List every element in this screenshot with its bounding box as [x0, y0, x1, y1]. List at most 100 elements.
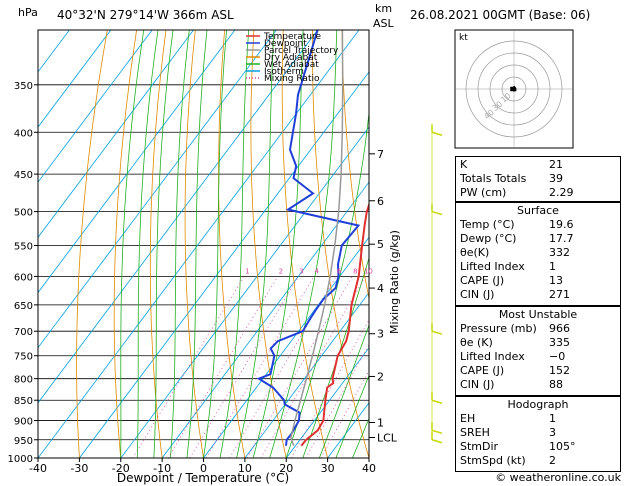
wet-adiabat-line	[318, 323, 369, 458]
most-unstable-title: Most Unstable	[498, 308, 578, 321]
isotherm-line	[244, 291, 369, 458]
surface-key: θe(K)	[460, 246, 490, 259]
index-value: 39	[549, 172, 563, 185]
hodo-value: 1	[549, 412, 556, 425]
pressure-tick-label: 450	[14, 170, 33, 181]
axes: 1000950900850800750700650600550500450400…	[8, 81, 376, 475]
index-value: 2.29	[549, 186, 574, 199]
wind-barb	[431, 124, 443, 136]
wet-adiabat-line	[136, 30, 159, 458]
legend-label: Isotherm	[264, 67, 304, 77]
isotherm-line	[38, 30, 70, 73]
temperature-tick-label: -20	[112, 462, 130, 475]
dewpoint-line	[256, 30, 361, 446]
wet-adiabat-line	[170, 30, 190, 458]
diagram-grid	[38, 30, 369, 458]
pressure-tick-label: 550	[14, 241, 33, 252]
isotherm-line	[38, 30, 112, 128]
temperature-tick-label: 0	[200, 462, 207, 475]
isotherm-line	[38, 30, 153, 183]
pressure-tick-label: 350	[14, 81, 33, 92]
mu-key: CIN (J)	[460, 378, 495, 391]
hodo-key: EH	[460, 412, 476, 425]
isotherm-line	[203, 236, 369, 458]
legend-label: Temperature	[263, 32, 321, 42]
pressure-tick-label: 1000	[8, 454, 33, 465]
mu-row: θe (K) 335	[460, 336, 616, 350]
mu-key: CAPE (J)	[460, 364, 505, 377]
temperature-line	[300, 201, 369, 447]
mixing-ratio-labels: 1 2 3 4 6 8 10	[245, 267, 373, 275]
wet-adiabat-line	[153, 30, 174, 458]
surface-row: Temp (°C) 19.6	[460, 218, 616, 232]
km-unit-label: km	[375, 2, 392, 15]
temperature-tick-label: -30	[70, 462, 88, 475]
indices-box: K 21 Totals Totals 39 PW (cm) 2.29	[455, 156, 621, 202]
km-tick-label: 4	[377, 282, 384, 295]
dry-adiabat-line	[184, 30, 204, 458]
dry-adiabat-line	[113, 30, 137, 458]
hodo-key: StmDir	[460, 440, 499, 453]
mixing-ratio-value: 4	[315, 267, 320, 275]
mixing-ratio-line	[246, 276, 353, 458]
asl-unit-label: ASL	[373, 17, 395, 30]
hodo-key: StmSpd (kt)	[460, 454, 526, 467]
km-tick-label: 3	[377, 328, 384, 341]
mixing-ratio-line	[320, 370, 369, 458]
surface-value: 17.7	[549, 232, 574, 245]
hodo-row: StmSpd (kt) 2	[460, 454, 616, 468]
isotherm-line	[38, 30, 194, 238]
surface-value: 13	[549, 274, 563, 287]
hodograph-table-box: Hodograph EH 1 SREH 3 StmDir 105° StmSpd (k…	[455, 396, 621, 472]
wet-adiabat-line	[252, 30, 304, 458]
datetime-label: 26.08.2021 00GMT (Base: 06)	[410, 8, 590, 22]
mixing-ratio-value: 3	[299, 267, 303, 275]
wet-adiabat-line	[203, 30, 227, 458]
wind-barb	[431, 203, 443, 216]
pressure-tick-label: 900	[14, 417, 33, 428]
legend-label: Dry Adiabat	[264, 53, 318, 63]
mixing-ratio-line	[229, 276, 337, 458]
mixing-ratio-line	[189, 276, 299, 458]
dry-adiabat-line	[250, 30, 287, 458]
mu-value: 966	[549, 322, 570, 335]
wind-barb	[431, 422, 443, 435]
km-axis: LCL 1 2 3 4 5 6 7	[369, 148, 398, 445]
footer-credit: © weatheronline.co.uk	[495, 471, 621, 484]
wind-barb-flag	[431, 429, 443, 435]
mixing-ratio-line	[132, 276, 245, 458]
km-tick-label: 5	[377, 238, 384, 251]
pressure-tick-label: 750	[14, 352, 33, 363]
surface-key: CAPE (J)	[460, 274, 505, 287]
surface-row: CAPE (J) 13	[460, 274, 616, 288]
wind-barbs	[431, 124, 443, 444]
dry-adiabat-line	[341, 30, 369, 301]
mixing-ratio-axis-label: Mixing Ratio (g/kg)	[388, 230, 401, 334]
surface-value: 19.6	[549, 218, 574, 231]
location-title: 40°32'N 279°14'W 366m ASL	[57, 8, 234, 22]
surface-row: θe(K) 332	[460, 246, 616, 260]
legend-label: Mixing Ratio	[264, 74, 320, 84]
dry-adiabat-line	[218, 30, 246, 458]
km-tick-label: 7	[377, 148, 384, 161]
index-key: Totals Totals	[460, 172, 527, 185]
wind-barb-flag	[431, 439, 443, 444]
mixing-ratio-line	[290, 319, 369, 458]
legend-label: Wet Adiabat	[264, 60, 319, 70]
surface-key: CIN (J)	[460, 288, 495, 301]
surface-key: Temp (°C)	[460, 218, 515, 231]
dry-adiabat-line	[76, 30, 108, 458]
wet-adiabat-line	[269, 30, 338, 458]
temperature-tick-label: 10	[238, 462, 252, 475]
hodo-value: 2	[549, 454, 556, 467]
index-value: 21	[549, 158, 563, 171]
pressure-tick-label: 650	[14, 301, 33, 312]
surface-value: 332	[549, 246, 570, 259]
index-key: K	[460, 158, 468, 171]
legend-label: Dewpoint	[264, 39, 307, 49]
mixing-ratio-value: 8	[353, 267, 357, 275]
hodo-value: 3	[549, 426, 556, 439]
surface-title: Surface	[517, 204, 559, 217]
